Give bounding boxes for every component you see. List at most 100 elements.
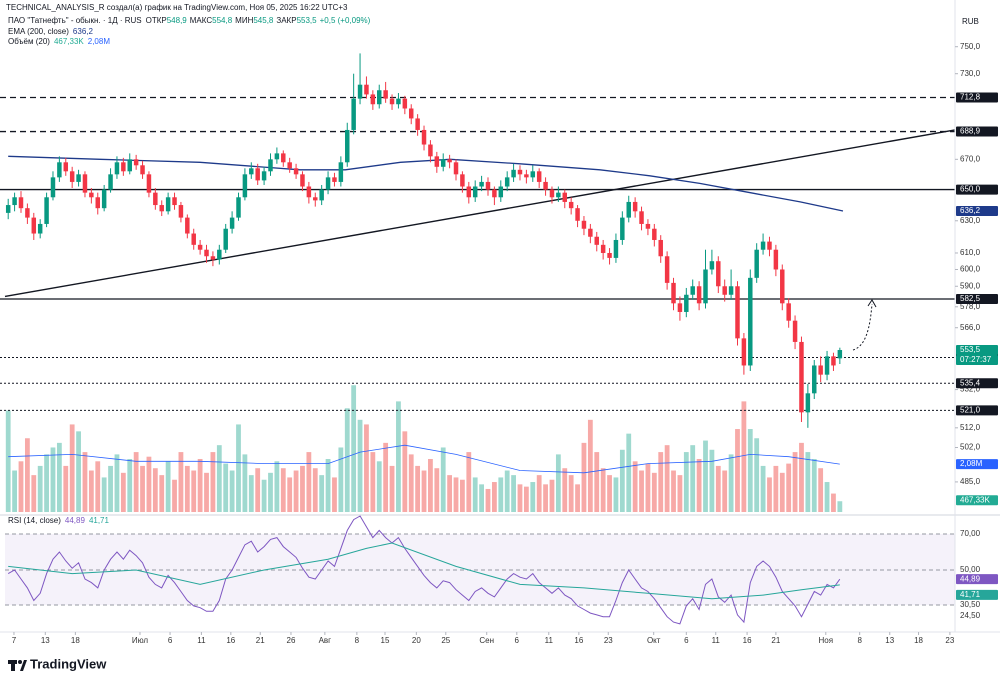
candle-body [274,153,280,160]
volume-bar [415,465,421,512]
last-price-box [956,345,998,356]
candle-body [824,356,830,375]
volume-ma-value: 2,08M [88,37,111,46]
volume-bar [332,477,337,512]
volume-bar [44,454,49,512]
candle-body [517,169,523,175]
candle-body [172,197,177,206]
volume-bar [511,475,516,512]
candle-body [472,186,478,198]
candle-body [581,220,587,229]
volume-bar [364,424,369,512]
x-tick-label: 8 [355,636,360,645]
rsi-ma-label: 41,71 [960,590,981,599]
level-box [956,92,998,103]
volume-bar [613,477,619,512]
candle-body [460,174,465,187]
level-label: 521,0 [960,406,981,415]
volume-bar [274,461,280,512]
x-tick-label: Сен [479,636,494,645]
plot [0,53,956,625]
y-tick-label: 512,0 [960,423,981,432]
projection-arrow-head [867,299,877,308]
candle-body [728,286,734,295]
candle-body [568,201,574,209]
candle-body [812,365,817,394]
candle-body [556,192,561,198]
candle-body [786,303,791,321]
ema-box [956,205,998,216]
volume-bar [645,463,651,512]
candle-body [63,162,69,172]
candle-body [805,393,811,413]
volume-bar [88,470,94,512]
volume-bar [140,465,145,512]
candle-body [249,168,254,175]
volume-bar [517,484,523,512]
volume-bar [728,454,734,512]
x-tick-label: Июл [132,636,149,645]
candle-body [492,189,497,198]
x-tick-label: 15 [381,636,390,645]
x-tick-label: 21 [256,636,265,645]
volume-bar [434,468,440,512]
candle-body [671,282,676,304]
volume-bar [722,470,728,512]
volume-bar [152,468,158,512]
volume-bar [799,442,804,512]
rsi-tick-label: 50,00 [960,565,981,574]
volume-name: Объём (20) [8,37,50,46]
candle-body [121,162,126,172]
candle-body [69,171,75,182]
volume-bar [306,452,312,512]
candle-body [402,98,408,109]
volume-bar [312,468,318,512]
candle-body [95,197,100,209]
volume-bar [127,458,133,512]
rsi-box [956,574,998,585]
candle-body [153,192,158,206]
candle-body [620,217,625,240]
volume-bar [658,452,664,512]
y-tick-label: 502,0 [960,443,981,452]
volume-bar [811,458,817,512]
ema-legend: EMA (200, close) 636,2 [8,27,93,36]
volume-bar [498,477,504,512]
volume-ma-label: 2,08M [960,459,983,468]
x-tick-label: 13 [41,636,50,645]
volume-bar [447,475,453,512]
candle-body [479,181,484,187]
candle-body [229,217,235,229]
candle-body [415,118,420,130]
volume-bar [204,472,209,512]
volume-bar [146,456,152,512]
volume-bar [261,479,267,512]
candle-body [351,98,356,130]
level-box [956,294,998,305]
volume-bar [191,470,197,512]
x-tick-label: Ноя [818,636,833,645]
volume-bar [319,475,325,512]
volume-bar [453,477,459,512]
candle-body [261,171,267,181]
volume-bar [210,452,216,512]
projection-arrow [852,303,873,351]
candle-body [293,168,299,175]
x-tick-label: 21 [771,636,780,645]
candle-body [357,84,363,99]
x-tick-label: 11 [712,636,721,645]
volume-bar [504,470,510,512]
candle-body [57,162,62,178]
candle-body [82,174,88,193]
footer [0,648,1000,681]
volume-bar [696,458,702,512]
candle-body [466,186,472,198]
candle-body [607,252,612,258]
candle-body [716,261,721,287]
volume-bar [101,477,107,512]
volume-bar [485,488,491,512]
legend-change: +0,5 (+0,09%) [320,16,371,25]
x-tick-label: 6 [684,636,689,645]
